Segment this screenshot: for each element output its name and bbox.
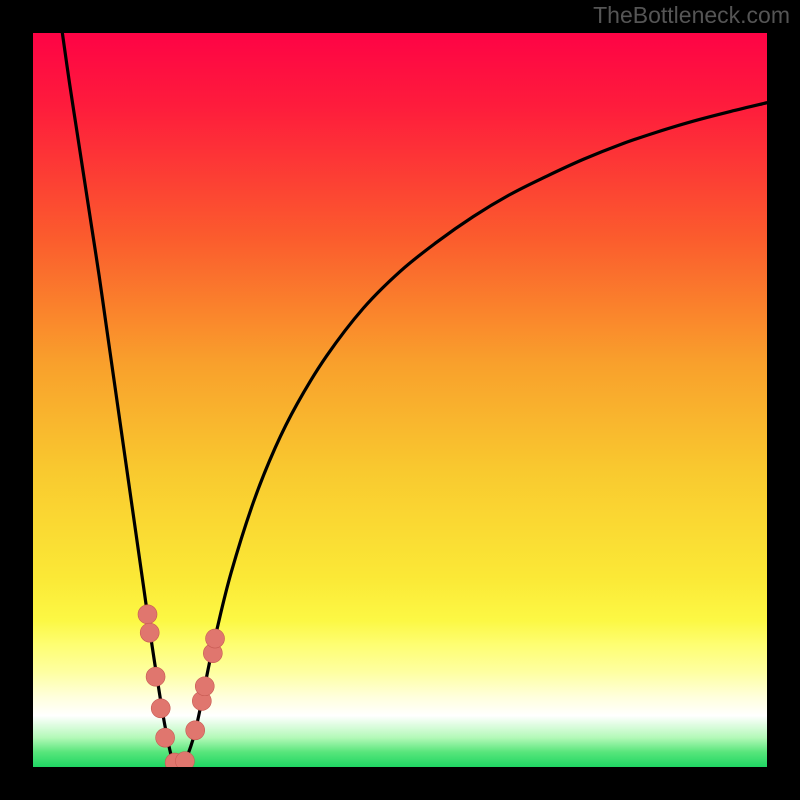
data-point-marker [140,623,159,642]
data-point-marker [146,667,165,686]
data-point-marker [138,605,157,624]
chart-canvas: TheBottleneck.com [0,0,800,800]
watermark-text: TheBottleneck.com [593,2,790,29]
data-point-marker [156,728,175,747]
data-point-marker [151,699,170,718]
data-point-marker [186,721,205,740]
bottleneck-chart [0,0,800,800]
plot-gradient-background [33,33,767,767]
data-point-marker [195,677,214,696]
data-point-marker [206,629,225,648]
